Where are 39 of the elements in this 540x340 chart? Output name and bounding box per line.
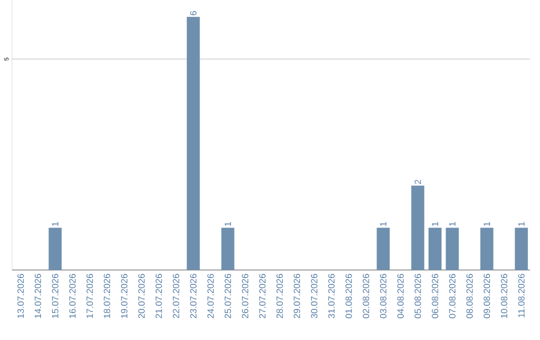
x-tick-label: 27.07.2026 (259, 274, 266, 318)
x-tick-label: 23.07.2026 (190, 274, 196, 318)
x-tick-label: 14.07.2026 (34, 274, 42, 318)
x-tick-label: 01.08.2026 (346, 274, 352, 318)
data-label: 1 (518, 222, 524, 226)
data-label: 1 (52, 222, 58, 226)
data-label: 1 (380, 222, 386, 226)
data-label: 1 (432, 222, 438, 226)
data-label: 2 (414, 180, 421, 184)
x-tick-label: 11.08.2026 (518, 274, 525, 318)
data-label: 1 (484, 222, 490, 226)
x-tick-label: 18.07.2026 (104, 274, 110, 318)
x-tick-label: 20.07.2026 (138, 274, 145, 318)
x-tick-label: 29.07.2026 (294, 274, 300, 318)
x-tick-label: 03.08.2026 (380, 274, 386, 318)
x-tick-label: 24.07.2026 (207, 274, 214, 318)
x-tick-label: 13.07.2026 (17, 274, 24, 318)
x-tick-label: 15.07.2026 (52, 274, 58, 318)
x-tick-label: 19.07.2026 (121, 274, 128, 318)
x-tick-label: 17.07.2026 (86, 274, 93, 318)
x-tick-label: 09.08.2026 (484, 274, 490, 318)
x-tick-label: 04.08.2026 (397, 274, 404, 318)
x-tick-label: 25.07.2026 (224, 274, 232, 318)
x-tick-label: 06.08.2026 (432, 274, 438, 318)
x-tick-label: 07.08.2026 (449, 274, 456, 318)
data-label: 6 (190, 11, 196, 16)
x-tick-label: 28.07.2026 (276, 274, 283, 318)
x-tick-label: 05.08.2026 (414, 274, 421, 318)
x-tick-label: 21.07.2026 (156, 274, 162, 318)
x-tick-label: 16.07.2026 (69, 274, 76, 318)
x-tick-label: 22.07.2026 (172, 274, 180, 318)
data-label: 1 (449, 222, 456, 226)
data-label: 1 (224, 222, 231, 226)
x-tick-label: 26.07.2026 (242, 274, 248, 318)
x-tick-label: 31.07.2026 (328, 274, 335, 318)
x-tick-label: 02.08.2026 (362, 274, 370, 318)
x-tick-label: 08.08.2026 (466, 274, 473, 318)
x-tick-label: 10.08.2026 (500, 274, 508, 318)
x-tick-label: 30.07.2026 (310, 274, 318, 318)
